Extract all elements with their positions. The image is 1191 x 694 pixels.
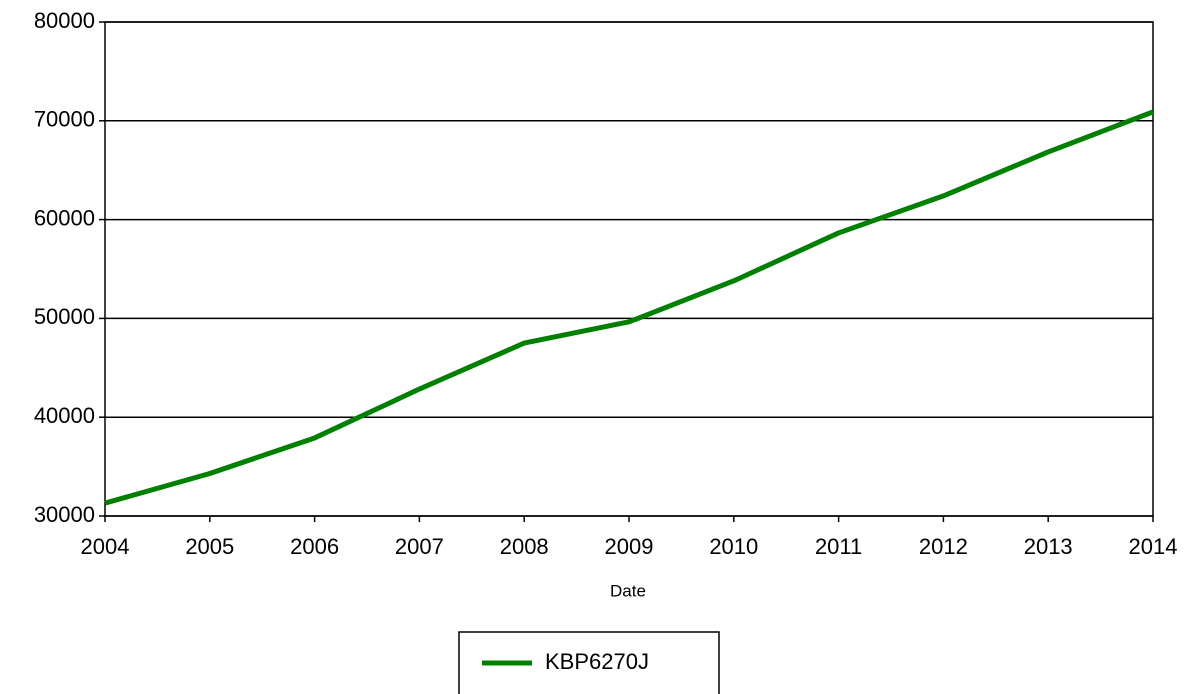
legend-label: KBP6270J xyxy=(545,649,649,674)
x-tick-label: 2008 xyxy=(500,534,549,559)
y-tick-label: 50000 xyxy=(34,304,95,329)
x-tick-label: 2010 xyxy=(709,534,758,559)
x-tick-label: 2006 xyxy=(290,534,339,559)
x-tick-label: 2014 xyxy=(1129,534,1178,559)
x-tick-label: 2013 xyxy=(1024,534,1073,559)
x-tick-label: 2012 xyxy=(919,534,968,559)
y-tick-label: 70000 xyxy=(34,107,95,132)
x-tick-label: 2009 xyxy=(605,534,654,559)
x-tick-label: 2004 xyxy=(81,534,130,559)
line-series xyxy=(104,109,1154,506)
y-tick-label: 80000 xyxy=(34,8,95,33)
x-tick-label: 2011 xyxy=(815,534,862,559)
x-axis-label: Date xyxy=(610,581,646,600)
y-tick-label: 30000 xyxy=(34,502,95,527)
plot-area xyxy=(104,21,1154,517)
y-tick-label: 40000 xyxy=(34,403,95,428)
x-tick-label: 2007 xyxy=(395,534,444,559)
y-tick-label: 60000 xyxy=(34,205,95,230)
x-tick-label: 2005 xyxy=(185,534,234,559)
